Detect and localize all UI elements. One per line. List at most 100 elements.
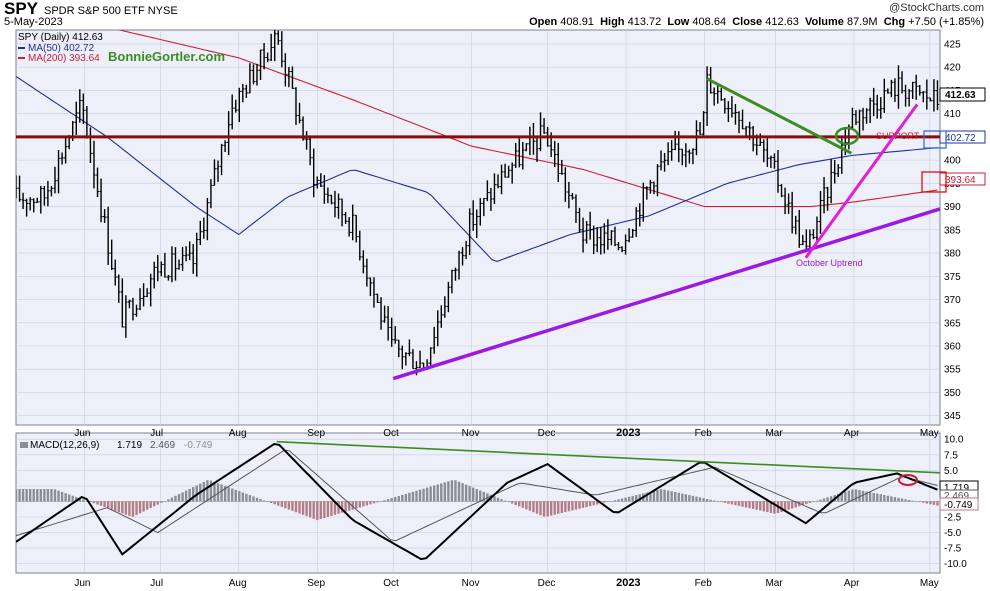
macd-signal-line [16, 449, 938, 542]
price-tick-label: 345 [944, 411, 961, 422]
macd-hist-bar [638, 494, 641, 502]
macd-hist-bar [861, 490, 865, 502]
macd-hist-bar [553, 501, 556, 515]
macd-hist-bar [422, 488, 425, 502]
macd-hist-bar [783, 501, 787, 511]
chg-value: +7.50 (+1.85%) [908, 16, 984, 28]
open-value: 408.91 [560, 16, 594, 28]
macd-hist-bar [39, 489, 43, 502]
macd-hist-bar [255, 497, 259, 502]
macd-hist-bar [659, 489, 663, 502]
macd-hist-bar [326, 501, 330, 517]
macd-hist-bar [518, 501, 521, 507]
macd-hist-bar [67, 494, 71, 502]
x-tick-label: Jun [74, 428, 90, 439]
price-tick-label: 370 [944, 295, 961, 306]
ma200-highlight-box [921, 171, 947, 193]
macd-tick-label: -7.5 [944, 544, 962, 555]
macd-hist-bar [549, 501, 553, 516]
macd-badge-3: -0.749 [944, 500, 973, 511]
macd-hist-bar [99, 501, 103, 506]
x-tick-label-macd: Nov [462, 578, 480, 589]
macd-hist-bar [546, 501, 549, 517]
macd-hist-bar [766, 501, 769, 513]
macd-hist-bar [440, 483, 443, 502]
macd-hist-bar [868, 492, 872, 502]
chg-label: Chg [883, 16, 906, 28]
macd-hist-bar [557, 501, 560, 514]
macd-hist-bar [408, 492, 411, 502]
x-tick-label-macd: Dec [538, 578, 556, 589]
macd-hist-bar [503, 500, 507, 502]
macd-hist-bar [238, 491, 241, 502]
macd-hist-bar [167, 499, 170, 502]
macd-hist-bar [234, 489, 237, 502]
macd-hist-bar [401, 494, 404, 502]
macd-hist-bar [376, 501, 379, 503]
macd-hist-bar [330, 501, 333, 516]
macd-hist-bar [720, 501, 723, 503]
macd-hist-bar [829, 496, 833, 502]
macd-hist-bar [358, 501, 361, 508]
macd-hist-bar [929, 501, 932, 505]
macd-hist-bar [897, 497, 900, 502]
macd-hist-bar [915, 501, 918, 502]
macd-hist-bar [773, 501, 776, 514]
macd-hist-bar [64, 493, 67, 502]
high-label: High [600, 16, 625, 28]
macd-hist-bar [25, 489, 28, 502]
macd-hist-bar [223, 485, 227, 502]
macd-hist-bar [606, 501, 610, 502]
macd-hist-bar [681, 493, 684, 502]
macd-hist-bar [893, 497, 897, 502]
macd-hist-bar [355, 501, 358, 509]
ma50-line [16, 76, 938, 262]
macd-hist-bar [876, 493, 879, 502]
price-tick-label: 365 [944, 318, 961, 329]
macd-hist-bar [308, 501, 312, 518]
macd-hist-bar [454, 480, 457, 502]
macd-hist-bar [588, 501, 592, 507]
uptrend-annotation: October Uptrend [796, 258, 863, 268]
x-tick-label-macd: Jun [74, 578, 90, 589]
x-tick-label: Sep [307, 428, 325, 439]
macd-hist-bar [280, 501, 284, 507]
macd-hist-bar [71, 495, 74, 502]
macd-hist-bar [323, 501, 326, 519]
macd-hist-bar [613, 500, 617, 502]
macd-hist-bar [404, 493, 408, 502]
legend-ma200: MA(200) 393.64 [28, 53, 100, 64]
macd-hist-bar [128, 501, 131, 516]
macd-hist-bar [21, 489, 25, 502]
ma50-highlight-box [923, 130, 947, 149]
macd-hist-bar [904, 499, 907, 502]
macd-hist-bar [525, 501, 528, 510]
macd-hist-bar [918, 501, 921, 503]
macd-hist-bar [43, 489, 46, 502]
macd-hist-bar [433, 485, 436, 502]
macd-hist-bar [142, 501, 145, 512]
macd-hist-bar [712, 500, 716, 502]
x-tick-label: Nov [462, 428, 480, 439]
macd-hist-bar [922, 501, 925, 503]
macd-hist-bar [156, 501, 159, 505]
macd-hist-bar [936, 501, 939, 506]
macd-hist-bar [294, 501, 298, 513]
x-tick-label-macd: 2023 [616, 577, 640, 589]
macd-hist-bar [670, 491, 673, 502]
ma50-badge: 402.72 [945, 133, 976, 144]
macd-hist-bar [666, 490, 670, 502]
macd-hist-bar [411, 491, 415, 502]
x-tick-label-macd: Mar [765, 578, 783, 589]
macd-hist-bar [815, 500, 819, 502]
macd-hist-bar [92, 501, 96, 504]
macd-hist-bar [479, 490, 482, 502]
macd-hist-bar [688, 495, 691, 502]
macd-hist-bar [645, 492, 649, 502]
ticker-symbol: SPY [4, 0, 39, 18]
macd-hist-bar [574, 501, 578, 510]
macd-hist-bar [620, 498, 624, 502]
macd-hist-bar [464, 484, 468, 502]
x-tick-label: Feb [695, 428, 713, 439]
macd-hist-bar [18, 489, 21, 502]
